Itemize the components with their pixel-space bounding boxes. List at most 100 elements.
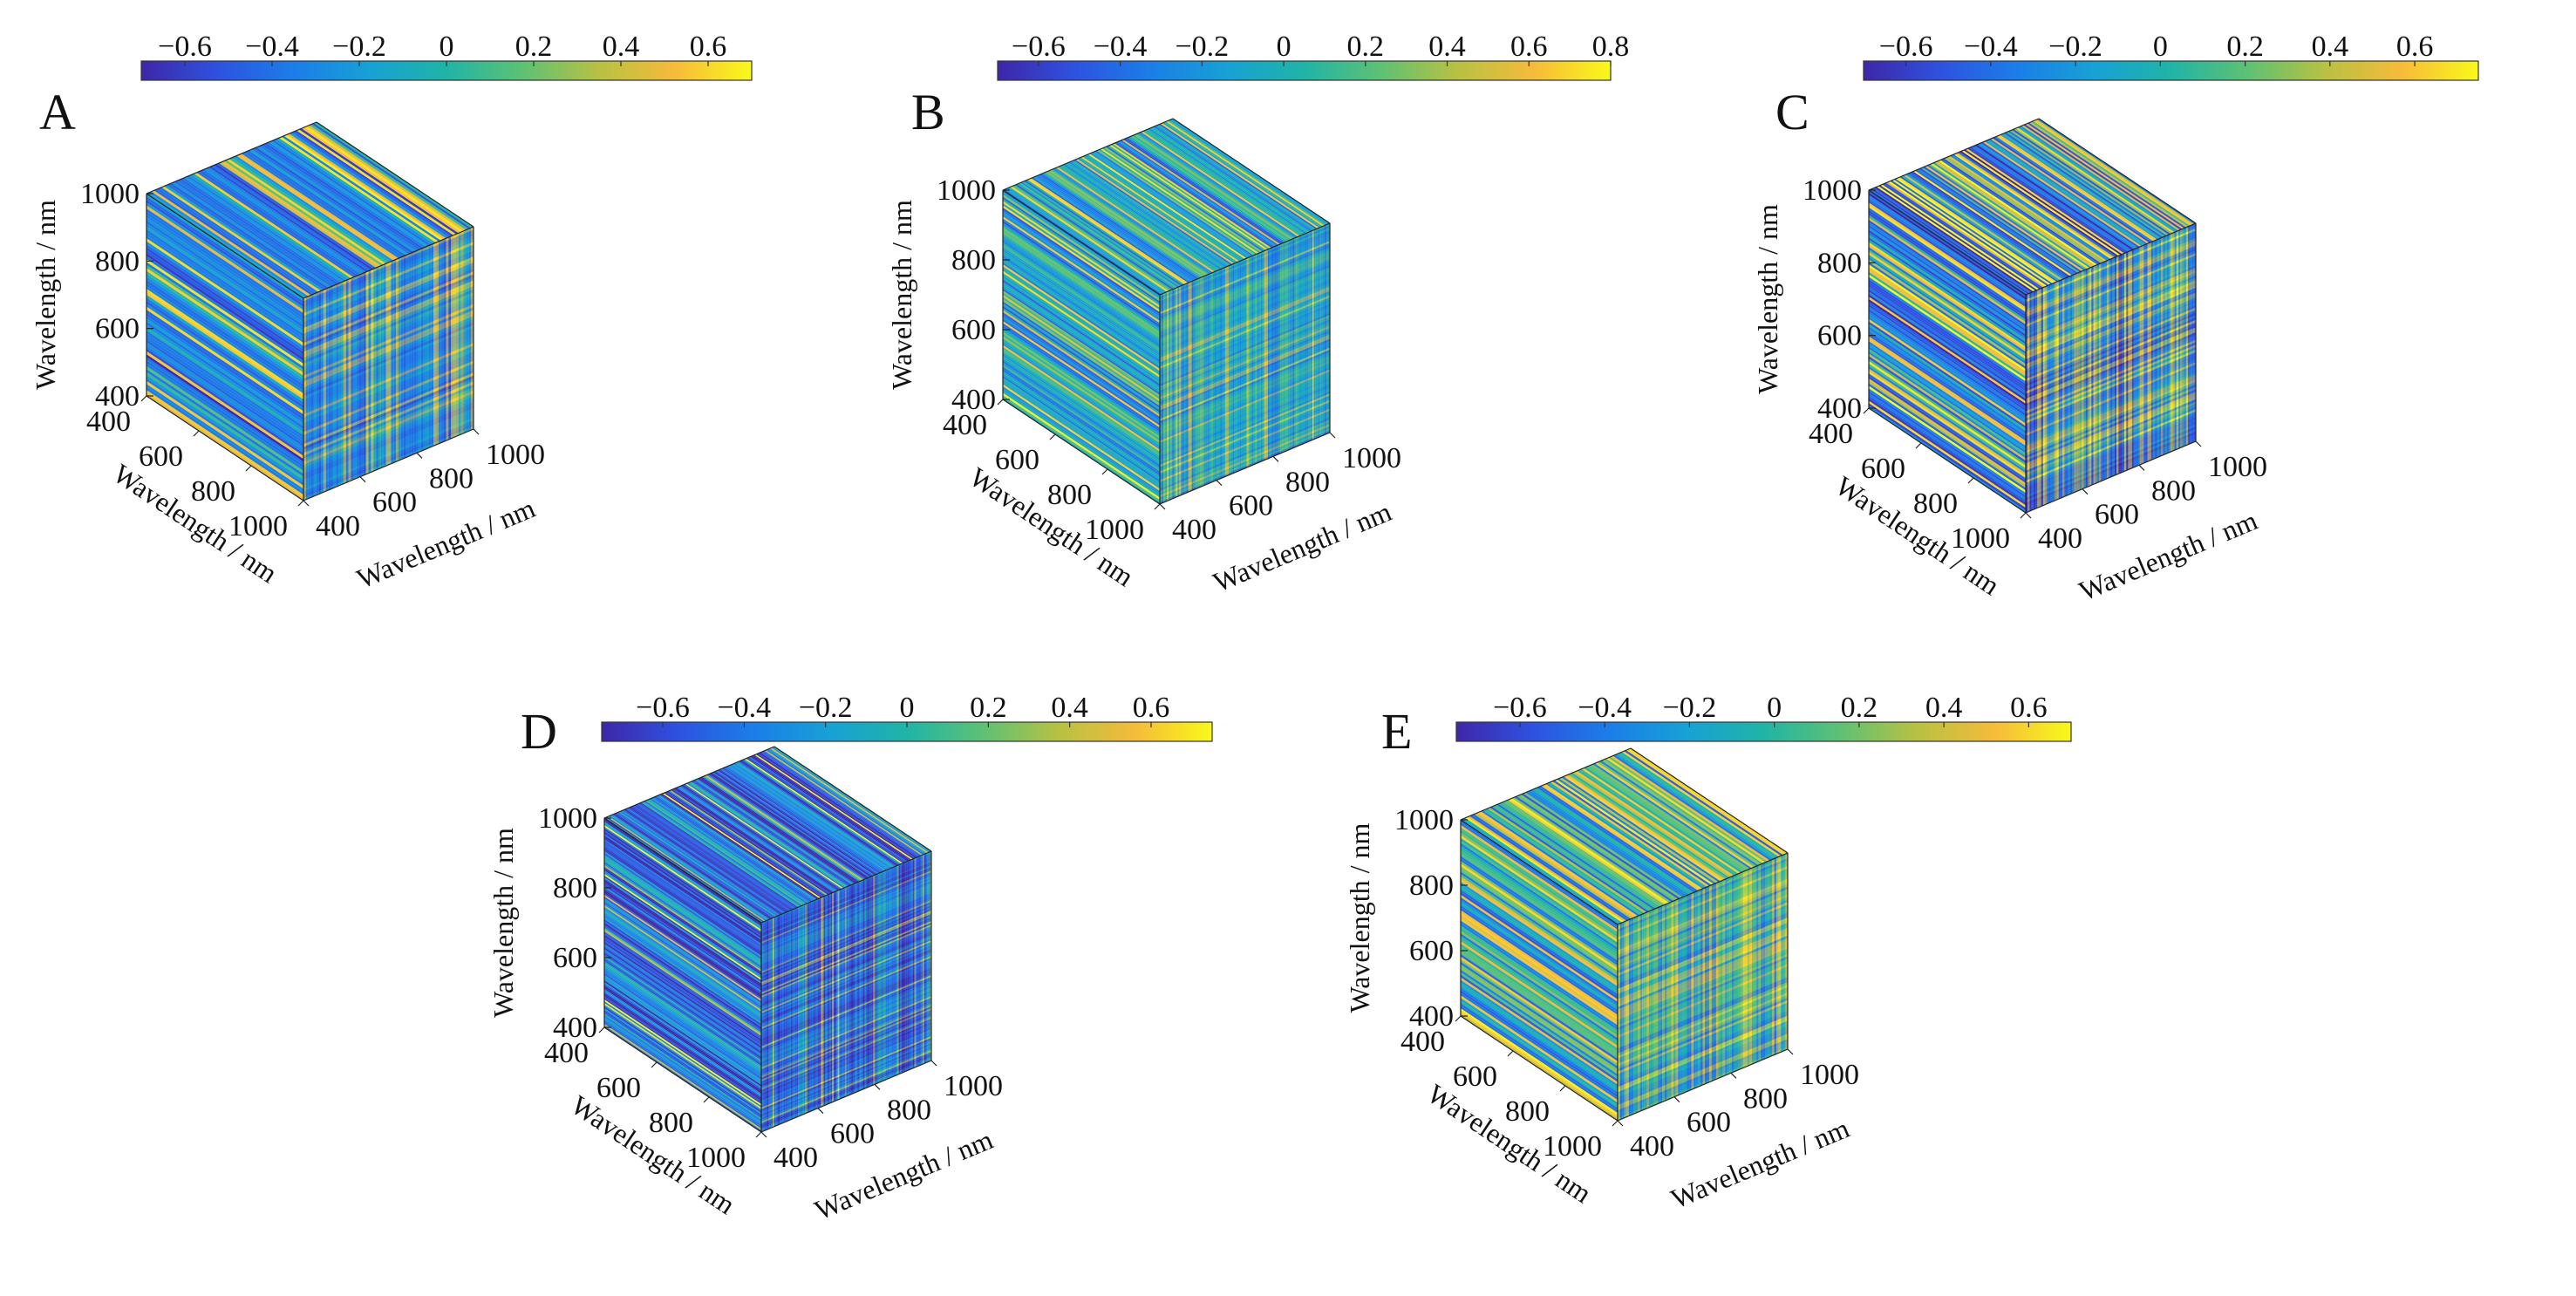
right-face-band — [1689, 893, 1692, 1091]
left-face-band — [604, 1005, 761, 1111]
right-face-band — [2149, 242, 2151, 461]
top-face-band — [1101, 147, 1261, 254]
right-face-band — [883, 870, 885, 1081]
x-tick-label: 1000 — [686, 1142, 746, 1174]
right-face-overlay-band — [761, 991, 931, 1064]
right-face-band — [836, 890, 838, 1101]
top-face-band — [1091, 152, 1251, 258]
left-face-band — [1461, 877, 1618, 985]
right-face-overlay-band — [1160, 263, 1330, 337]
cube-edge — [1159, 432, 1331, 505]
right-face-overlay-band — [303, 339, 474, 415]
colorbar-tick-label: 0.6 — [1133, 692, 1170, 724]
right-face-band — [920, 855, 922, 1066]
left-face-band — [1003, 214, 1160, 321]
right-face-band — [1651, 909, 1654, 1107]
top-face-band — [2021, 125, 2181, 231]
top-face-band — [763, 750, 922, 856]
right-face-overlay-band — [1160, 391, 1330, 465]
top-face-band — [1528, 790, 1687, 897]
right-face-band — [828, 894, 829, 1104]
right-face-band — [1244, 258, 1247, 468]
right-face-band — [870, 876, 872, 1087]
left-face-band — [1003, 299, 1160, 406]
left-face-band — [147, 297, 303, 406]
right-face-band — [408, 253, 412, 457]
left-face-band — [147, 241, 303, 349]
top-face-band — [1103, 147, 1263, 253]
y-tick — [760, 1131, 767, 1138]
left-face-band — [1869, 331, 2026, 439]
left-face — [1869, 190, 2026, 513]
right-face-overlay-band — [2026, 280, 2196, 355]
top-face-band — [1503, 801, 1663, 907]
top-face-band — [1114, 142, 1273, 249]
right-face-band — [1624, 920, 1627, 1118]
cube-edge — [303, 428, 474, 501]
left-face-band — [147, 345, 303, 454]
right-face-band — [1222, 268, 1224, 479]
left-face-band — [604, 1013, 761, 1120]
left-face-band — [1869, 212, 2026, 320]
right-face-overlay-band — [1160, 258, 1330, 332]
left-face-band — [1461, 925, 1618, 1033]
z-axis-label: Wavelength / nm — [487, 828, 519, 1018]
right-face-overlay-band — [1618, 1044, 1788, 1118]
right-face-band — [1277, 244, 1279, 455]
left-face-band — [1003, 392, 1160, 500]
right-face-overlay-band — [303, 408, 474, 483]
left-face-band — [147, 264, 303, 373]
top-face-band — [214, 164, 374, 270]
right-face-band — [832, 892, 834, 1102]
top-face-band — [1105, 146, 1264, 252]
top-face-band — [191, 174, 351, 280]
right-face-overlay-band — [1618, 1033, 1788, 1108]
right-face-overlay-band — [2026, 364, 2196, 439]
x-tick-label: 1000 — [1085, 514, 1144, 546]
top-face-band — [723, 767, 883, 873]
right-face-overlay-band — [761, 944, 931, 1017]
right-face-band — [2118, 255, 2121, 474]
top-face-band — [1577, 769, 1736, 876]
top-face-band — [734, 762, 894, 869]
top-face-band — [757, 753, 917, 859]
top-face-band — [2000, 133, 2159, 240]
left-face-band — [1461, 902, 1618, 1010]
left-face-band — [604, 963, 761, 1069]
right-face-overlay-band — [303, 337, 474, 412]
right-face-band — [799, 905, 801, 1116]
right-face-overlay-band — [1618, 1005, 1788, 1080]
right-face-overlay-band — [1618, 865, 1788, 940]
right-face-band — [2110, 258, 2113, 477]
right-face-band — [2139, 246, 2142, 465]
left-face-band — [1869, 252, 2026, 359]
top-face-band — [709, 773, 868, 879]
right-face-overlay-band — [2026, 386, 2196, 461]
left-face-band — [147, 244, 303, 352]
top-face-band — [1884, 182, 2043, 289]
right-face-overlay-band — [2026, 389, 2196, 464]
x-tick — [1559, 1085, 1566, 1092]
z-tick-label: 800 — [1409, 870, 1454, 902]
y-tick — [1159, 503, 1166, 510]
colorbar-tick-label: −0.6 — [1493, 692, 1547, 724]
top-face-band — [1012, 185, 1171, 291]
top-face-band — [713, 771, 872, 877]
top-face-band — [1601, 759, 1762, 865]
colorbar-tick-label: 0.6 — [2396, 31, 2434, 63]
top-face-band — [1010, 186, 1169, 292]
top-face-band — [1957, 152, 2117, 258]
right-face-band — [2136, 248, 2138, 467]
top-face-band — [2012, 129, 2171, 235]
top-face-band — [1067, 162, 1226, 269]
top-face-band — [239, 153, 399, 260]
colorbar: −0.6 −0.4 −0.2 0 0.2 0.4 0.6 0.8 — [997, 31, 1629, 81]
right-face-overlay-band — [761, 935, 931, 1008]
top-face-band — [199, 170, 359, 276]
left-face-band — [604, 898, 761, 1005]
top-face-band — [1545, 782, 1706, 889]
right-face-overlay-band — [2026, 240, 2196, 315]
right-face-overlay-band — [761, 931, 931, 1005]
right-face-overlay-band — [303, 271, 474, 346]
